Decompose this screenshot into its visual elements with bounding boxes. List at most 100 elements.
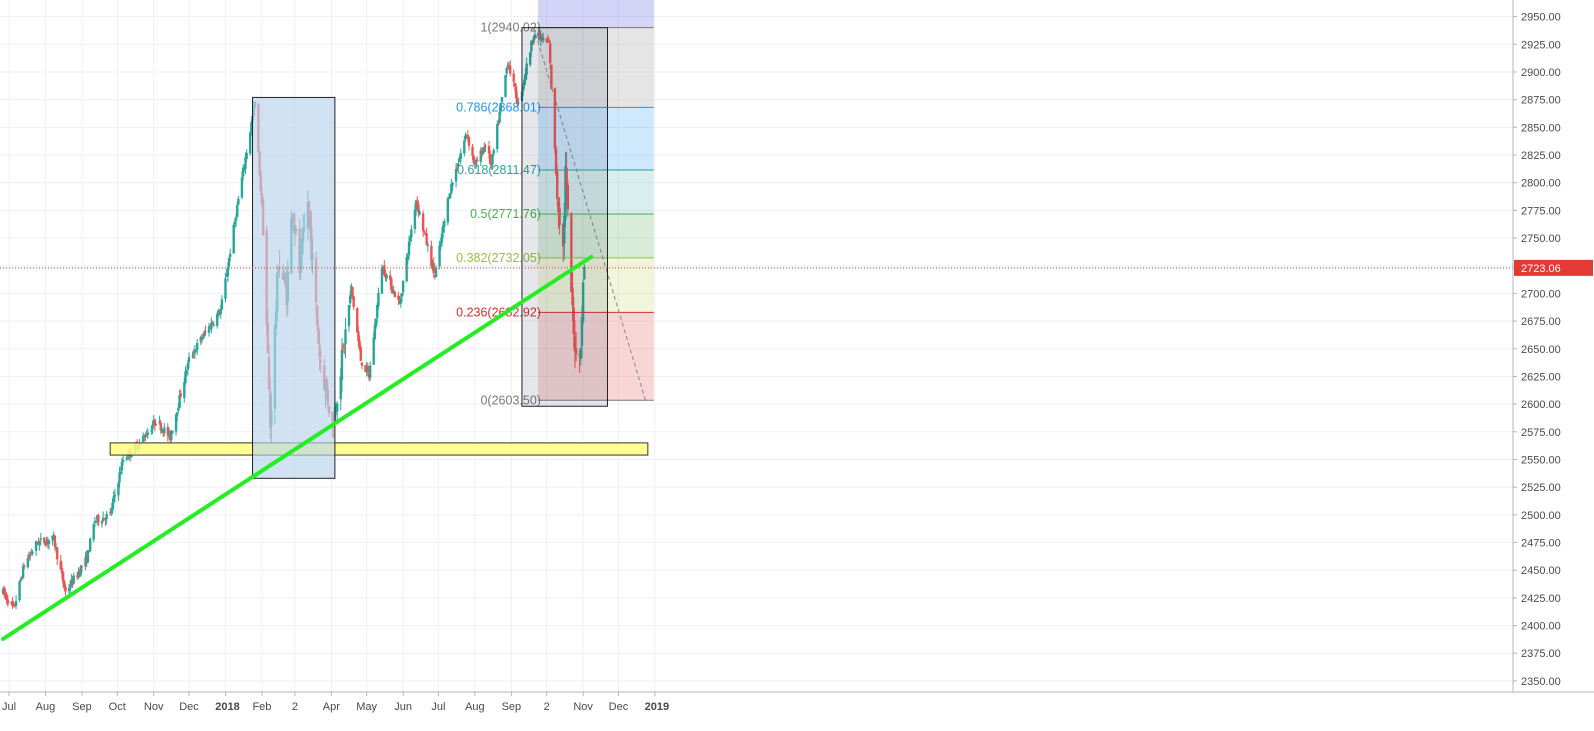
candle-body	[59, 560, 62, 570]
candle-body	[232, 224, 235, 254]
fib-zone	[537, 27, 654, 108]
candle	[121, 454, 125, 466]
candle	[21, 562, 25, 579]
candle-body	[525, 63, 528, 75]
x-tick-label: 2019	[645, 701, 669, 713]
candle	[39, 532, 42, 546]
x-tick-label: Sep	[72, 701, 92, 713]
candle-body	[30, 552, 33, 554]
candle-body	[476, 159, 479, 162]
candle	[92, 522, 95, 543]
candle-body	[405, 257, 408, 282]
candle-body	[236, 205, 239, 217]
fib-level-label: 0.5(2771.76)	[470, 207, 541, 221]
candle	[117, 481, 120, 501]
x-tick-label: 2	[292, 701, 298, 713]
candle-body	[581, 282, 585, 322]
candle-body	[512, 73, 515, 82]
candle-body	[374, 318, 378, 327]
candle-body	[101, 517, 105, 522]
candle-body	[53, 535, 57, 547]
candle	[224, 272, 227, 303]
candle-body	[177, 407, 180, 411]
candle-body	[383, 265, 386, 276]
candle	[474, 157, 478, 169]
candle	[476, 156, 479, 162]
y-tick-label: 2500.00	[1521, 510, 1561, 522]
candle	[558, 196, 561, 235]
trendline[interactable]	[1, 254, 594, 641]
candle-body	[241, 167, 245, 177]
candle	[464, 132, 467, 142]
highlight-box-rect[interactable]	[252, 96, 336, 479]
candle	[570, 211, 573, 293]
candle-body	[343, 346, 346, 348]
candle	[341, 342, 345, 353]
candle-body	[141, 436, 145, 442]
candle-body	[538, 30, 541, 39]
candle-body	[187, 357, 191, 362]
candle-body	[360, 362, 364, 366]
candle	[94, 520, 98, 523]
candle	[579, 347, 582, 366]
candle	[533, 30, 537, 40]
candle	[484, 143, 487, 153]
candle-body	[151, 426, 154, 430]
candle-body	[63, 581, 66, 588]
candle-body	[211, 323, 214, 325]
candle-body	[446, 198, 450, 223]
candle-body	[94, 520, 98, 522]
candle-body	[376, 304, 379, 318]
candle	[212, 321, 215, 328]
drawings[interactable]: 1(2940.02) 0.786(2868.01) 0.618(2811.47) 0.…	[0, 21, 1513, 641]
y-tick-label: 2800.00	[1521, 178, 1561, 190]
candle-body	[67, 588, 71, 591]
candle-body	[31, 551, 34, 554]
candle-body	[227, 257, 231, 267]
y-tick-label: 2550.00	[1521, 454, 1561, 466]
support-zone-rect[interactable]	[109, 442, 649, 456]
candle	[64, 584, 67, 596]
candle	[340, 338, 344, 393]
candle-body	[192, 354, 195, 356]
candle-body	[39, 538, 42, 540]
candle-body	[216, 314, 219, 326]
candle-body	[443, 221, 446, 227]
candle	[467, 135, 471, 151]
candle	[417, 200, 420, 218]
candle-body	[566, 184, 570, 210]
candle-body	[492, 150, 495, 154]
candle	[541, 32, 545, 44]
candle-body	[19, 579, 22, 581]
candle-body	[26, 558, 30, 568]
candle-body	[159, 422, 162, 431]
candle-body	[126, 457, 130, 459]
candle	[193, 345, 197, 359]
candle-body	[457, 163, 460, 167]
candle	[421, 210, 425, 237]
y-tick-label: 2350.00	[1521, 676, 1561, 688]
candle-body	[51, 535, 54, 540]
candle-body	[226, 267, 230, 277]
candle	[97, 513, 100, 527]
candle	[174, 413, 178, 436]
candle-body	[438, 245, 441, 267]
candle-body	[523, 79, 526, 85]
candle-body	[183, 382, 186, 399]
candle-body	[516, 97, 519, 104]
candle-body	[352, 296, 355, 307]
fib-box-rect[interactable]	[521, 27, 608, 407]
candle-body	[479, 150, 482, 162]
candle-body	[496, 124, 499, 149]
candle	[204, 325, 207, 336]
candle-body	[179, 393, 182, 397]
x-tick-label: Dec	[609, 701, 629, 713]
candle-body	[483, 146, 486, 151]
fib-trend-line[interactable]	[533, 27, 646, 401]
y-tick-label: 2575.00	[1521, 427, 1561, 439]
candle	[146, 427, 150, 440]
candle	[380, 264, 384, 295]
